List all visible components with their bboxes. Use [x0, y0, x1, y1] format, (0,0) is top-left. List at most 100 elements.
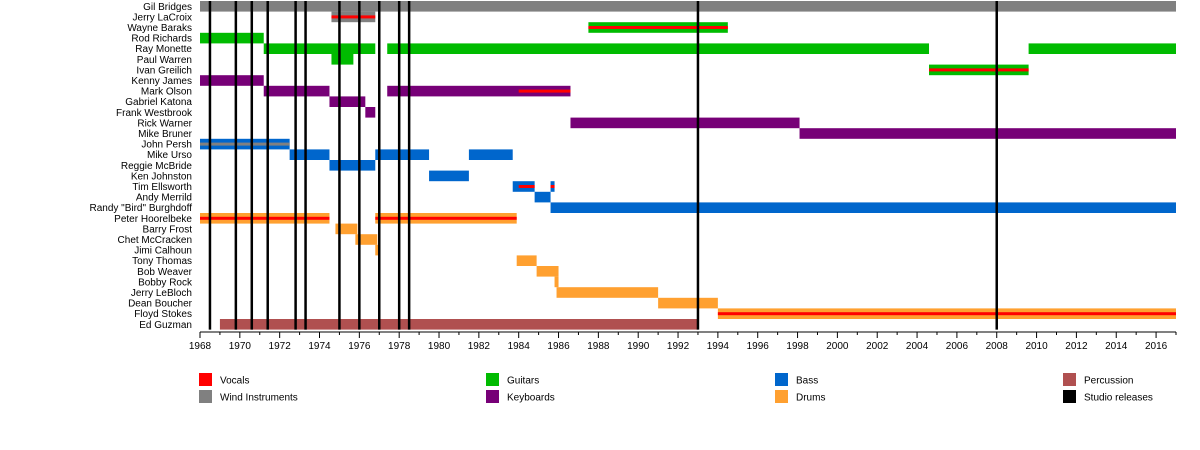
bar-ray-monette-guitars-0	[263, 43, 376, 54]
member-label-john-persh: John Persh	[141, 140, 192, 151]
x-tick-label-2010: 2010	[1025, 341, 1048, 352]
bar-mike-urso-bass-2	[468, 149, 513, 160]
x-tick-label-2014: 2014	[1105, 341, 1128, 352]
member-label-gil-bridges: Gil Bridges	[143, 2, 192, 13]
x-tick-label-1972: 1972	[269, 341, 292, 352]
member-label-gabriel-katona: Gabriel Katona	[125, 97, 192, 108]
bar-bob-weaver-drums-0	[536, 266, 559, 277]
bar-mark-olson-vocals-0	[518, 89, 571, 93]
bar-frank-westbrook-keyboards-0	[365, 107, 376, 118]
member-label-wayne-baraks: Wayne Baraks	[127, 23, 192, 34]
bar-peter-hoorelbeke-vocals-1	[375, 216, 517, 220]
member-label-randy-bird-burghdoff: Randy "Bird" Burghdoff	[89, 203, 192, 214]
member-label-ivan-greilich: Ivan Greilich	[136, 65, 192, 76]
legend: Vocals Guitars Bass Percussion Wind Instrume…	[199, 373, 1153, 404]
x-tick-label-1984: 1984	[508, 341, 531, 352]
legend-swatch-percussion	[1063, 373, 1076, 386]
legend-label-vocals: Vocals	[220, 376, 249, 387]
member-label-tony-thomas: Tony Thomas	[132, 256, 192, 267]
bar-mike-urso-bass-0	[289, 149, 330, 160]
x-tick-label-1976: 1976	[348, 341, 371, 352]
x-tick-label-1992: 1992	[667, 341, 690, 352]
legend-label-studio-releases: Studio releases	[1084, 393, 1153, 404]
bar-bobby-rock-drums-0	[554, 276, 559, 288]
x-tick-label-1994: 1994	[707, 341, 730, 352]
x-axis: 1968 1970 1972 1974 1976 1978 1980 1982 1984 1986…	[189, 331, 1177, 352]
member-label-jimi-calhoun: Jimi Calhoun	[134, 246, 192, 257]
member-label-rod-richards: Rod Richards	[131, 34, 192, 45]
legend-label-bass: Bass	[796, 376, 818, 387]
member-label-dean-boucher: Dean Boucher	[128, 299, 193, 310]
member-label-mark-olson: Mark Olson	[141, 87, 192, 98]
bar-tony-thomas-drums-0	[516, 255, 537, 266]
member-label-frank-westbrook: Frank Westbrook	[116, 108, 193, 119]
x-tick-label-1974: 1974	[308, 341, 331, 352]
bar-randy-bird-burghdoff-bass-0	[550, 202, 1176, 213]
bar-rick-warner-keyboards-0	[570, 117, 800, 129]
legend-swatch-studio-releases	[1063, 390, 1076, 403]
member-label-tim-ellsworth: Tim Ellsworth	[132, 182, 192, 193]
legend-swatch-keyboards	[486, 390, 499, 403]
x-tick-label-2012: 2012	[1065, 341, 1088, 352]
member-label-bob-weaver: Bob Weaver	[137, 267, 193, 278]
member-label-barry-frost: Barry Frost	[143, 224, 193, 235]
x-tick-label-2006: 2006	[946, 341, 969, 352]
member-label-chet-mccracken: Chet McCracken	[118, 235, 192, 246]
x-tick-label-1970: 1970	[229, 341, 252, 352]
member-label-reggie-mcbride: Reggie McBride	[121, 161, 193, 172]
legend-swatch-bass	[775, 373, 788, 386]
legend-label-wind-instruments: Wind Instruments	[220, 393, 298, 404]
bar-gabriel-katona-keyboards-0	[329, 96, 366, 107]
x-tick-label-1978: 1978	[388, 341, 411, 352]
bar-mike-urso-bass-1	[375, 149, 430, 160]
member-bars	[200, 1, 1176, 330]
bar-peter-hoorelbeke-vocals-0	[200, 216, 330, 220]
member-label-ray-monette: Ray Monette	[135, 44, 192, 55]
legend-swatch-guitars	[486, 373, 499, 386]
x-tick-label-2016: 2016	[1145, 341, 1168, 352]
member-label-andy-merrild: Andy Merrild	[136, 193, 192, 204]
bar-gil-bridges-wind-instruments-0	[200, 1, 1176, 12]
x-tick-label-1990: 1990	[627, 341, 650, 352]
bar-reggie-mcbride-bass-0	[329, 160, 376, 171]
bar-andy-merrild-bass-0	[534, 191, 551, 203]
bar-rod-richards-guitars-0	[200, 32, 264, 44]
x-tick-label-1982: 1982	[468, 341, 491, 352]
bar-jerry-lebloch-drums-0	[556, 287, 659, 298]
bar-wayne-baraks-vocals-0	[588, 26, 728, 29]
bar-tim-ellsworth-vocals-1	[550, 185, 555, 188]
bar-mark-olson-keyboards-1	[387, 85, 571, 97]
x-tick-label-1988: 1988	[587, 341, 610, 352]
member-label-kenny-james: Kenny James	[131, 76, 192, 87]
legend-swatch-wind-instruments	[199, 390, 212, 403]
bar-floyd-stokes-vocals-0	[717, 312, 1176, 316]
bar-tim-ellsworth-vocals-0	[518, 185, 535, 188]
bar-ray-monette-guitars-2	[1028, 43, 1176, 54]
x-tick-label-1968: 1968	[189, 341, 212, 352]
bar-kenny-james-keyboards-0	[200, 75, 264, 86]
member-label-mike-urso: Mike Urso	[147, 150, 192, 161]
member-label-jerry-lebloch: Jerry LeBloch	[131, 288, 192, 299]
legend-label-guitars: Guitars	[507, 376, 539, 387]
x-tick-label-1998: 1998	[786, 341, 809, 352]
member-label-rick-warner: Rick Warner	[137, 118, 192, 129]
bar-chet-mccracken-drums-0	[355, 234, 378, 245]
member-label-floyd-stokes: Floyd Stokes	[134, 309, 192, 320]
member-label-ken-johnston: Ken Johnston	[131, 171, 192, 182]
member-label-bobby-rock: Bobby Rock	[138, 277, 193, 288]
bar-ivan-greilich-vocals-0	[929, 68, 1029, 72]
bar-john-persh-wind-overlay-0	[200, 142, 290, 146]
x-tick-label-1986: 1986	[547, 341, 570, 352]
bar-ed-guzman-percussion-0	[219, 319, 698, 330]
member-label-ed-guzman: Ed Guzman	[139, 320, 192, 331]
legend-label-keyboards: Keyboards	[507, 393, 555, 404]
member-label-peter-hoorelbeke: Peter Hoorelbeke	[114, 214, 192, 225]
bar-dean-boucher-drums-0	[658, 297, 718, 309]
x-tick-label-1980: 1980	[428, 341, 451, 352]
studio-release-lines	[208, 1, 998, 330]
bar-ken-johnston-bass-0	[429, 170, 469, 182]
bar-barry-frost-drums-0	[335, 223, 358, 235]
legend-label-drums: Drums	[796, 393, 825, 404]
